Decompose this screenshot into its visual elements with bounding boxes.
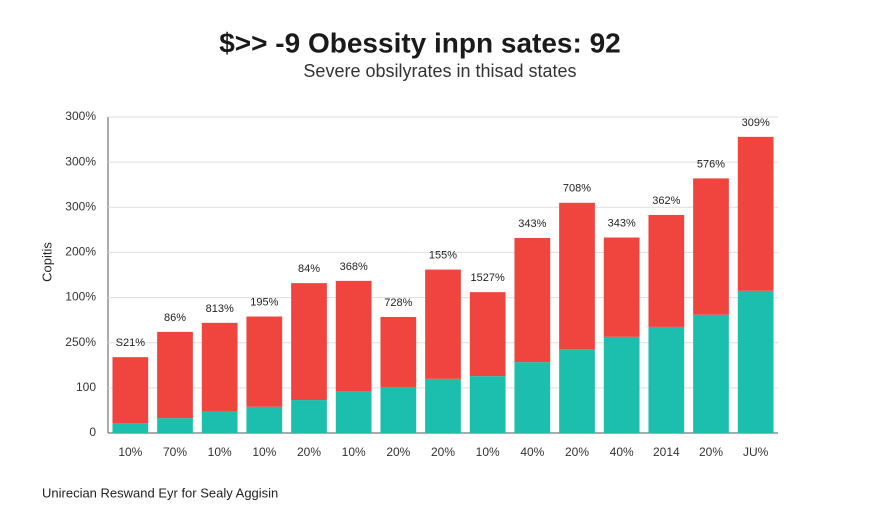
bar-annotation: 368% [340, 261, 368, 273]
bar-annotation: 813% [206, 303, 234, 315]
bar-segment [112, 357, 149, 424]
bar-segment [603, 336, 640, 433]
x-tick-label: 40% [610, 445, 634, 459]
bar-annotation: 708% [563, 183, 591, 195]
bar-segment [291, 283, 327, 401]
x-tick-label: 10% [476, 445, 500, 459]
bar-annotation: 728% [384, 297, 412, 309]
bar-segment [559, 202, 595, 350]
x-tick-label: 10% [208, 445, 232, 459]
x-tick-label: 20% [431, 445, 455, 459]
bar-segment [201, 322, 238, 412]
x-tick-label: 70% [163, 445, 187, 459]
bar-annotation: 362% [652, 195, 680, 207]
bar-segment [737, 136, 774, 291]
x-tick-label: 20% [699, 445, 723, 459]
y-tick-label: 300% [65, 109, 96, 123]
x-tick-label: 40% [520, 445, 544, 459]
bar-annotation: 309% [742, 117, 770, 129]
bar-segment [425, 378, 461, 433]
x-tick-label: 10% [252, 445, 276, 459]
bar-annotation: S21% [116, 337, 146, 349]
chart-title: $>> -9 Obessity inpn sates: 92 [219, 27, 621, 58]
x-tick-label: 20% [386, 445, 410, 459]
bar-segment [380, 386, 417, 433]
bar-segment [246, 316, 283, 407]
y-tick-label: 250% [65, 335, 96, 349]
y-tick-label: 300% [65, 154, 96, 168]
y-tick-label: 100% [65, 290, 96, 304]
chart-subtitle: Severe obsilyrates in thisad states [303, 61, 576, 81]
bar-segment [335, 391, 372, 433]
x-tick-label: 2014 [653, 445, 680, 459]
bar-segment [469, 292, 506, 377]
y-tick-label: 300% [65, 199, 96, 213]
bar-annotation: 155% [429, 249, 457, 261]
bar-segment [514, 362, 551, 433]
bar-annotation: 1527% [471, 272, 505, 284]
bar-segment [157, 418, 193, 433]
bar-segment [514, 237, 551, 363]
y-tick-label: 100 [76, 380, 96, 394]
y-tick-label: 200% [65, 245, 96, 259]
bar-segment [648, 326, 685, 433]
bar-annotation: 343% [518, 218, 546, 230]
bar-segment [648, 214, 685, 327]
bar-segment [335, 280, 372, 392]
bar-segment [112, 423, 149, 433]
bar-annotation: 576% [697, 158, 725, 170]
bar-segment [246, 406, 283, 433]
bar-segment [425, 269, 461, 379]
bar-segment [603, 237, 640, 337]
x-tick-label: 10% [342, 445, 366, 459]
bar-segment [380, 316, 417, 387]
y-axis-label: Copitis [39, 242, 54, 282]
bar-annotation: 195% [250, 296, 278, 308]
x-tick-label: 20% [297, 445, 321, 459]
bar-annotation: 86% [164, 312, 186, 324]
x-tick-label: 20% [565, 445, 589, 459]
x-tick-label: JU% [743, 445, 769, 459]
bar-segment [559, 349, 595, 433]
bar-segment [201, 411, 238, 433]
bar-segment [737, 290, 774, 433]
bar-segment [469, 376, 506, 433]
bar-segment [693, 178, 729, 315]
x-tick-label: 10% [118, 445, 142, 459]
bar-annotation: 84% [298, 263, 320, 275]
bar-segment [693, 314, 729, 433]
y-tick-label: 0 [89, 425, 96, 439]
bar-segment [157, 331, 193, 419]
footer: Unirecian Reswand Eyr for Sealy Aggisin [42, 485, 278, 500]
bar-annotation: 343% [608, 217, 636, 229]
bar-segment [291, 400, 327, 433]
